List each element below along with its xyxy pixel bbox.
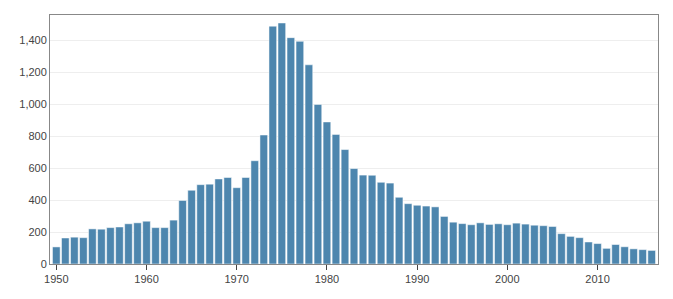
svg-text:1980: 1980 (315, 273, 339, 285)
svg-text:1,200: 1,200 (19, 66, 47, 78)
svg-text:800: 800 (28, 130, 46, 142)
svg-text:1960: 1960 (134, 273, 158, 285)
svg-text:0: 0 (41, 258, 47, 270)
svg-text:1990: 1990 (405, 273, 429, 285)
svg-text:2010: 2010 (585, 273, 609, 285)
svg-text:1970: 1970 (224, 273, 248, 285)
svg-text:400: 400 (28, 194, 46, 206)
svg-text:1,000: 1,000 (19, 98, 47, 110)
svg-text:1,400: 1,400 (19, 34, 47, 46)
svg-text:600: 600 (28, 162, 46, 174)
svg-text:200: 200 (28, 226, 46, 238)
svg-text:2000: 2000 (495, 273, 519, 285)
svg-text:1950: 1950 (44, 273, 68, 285)
